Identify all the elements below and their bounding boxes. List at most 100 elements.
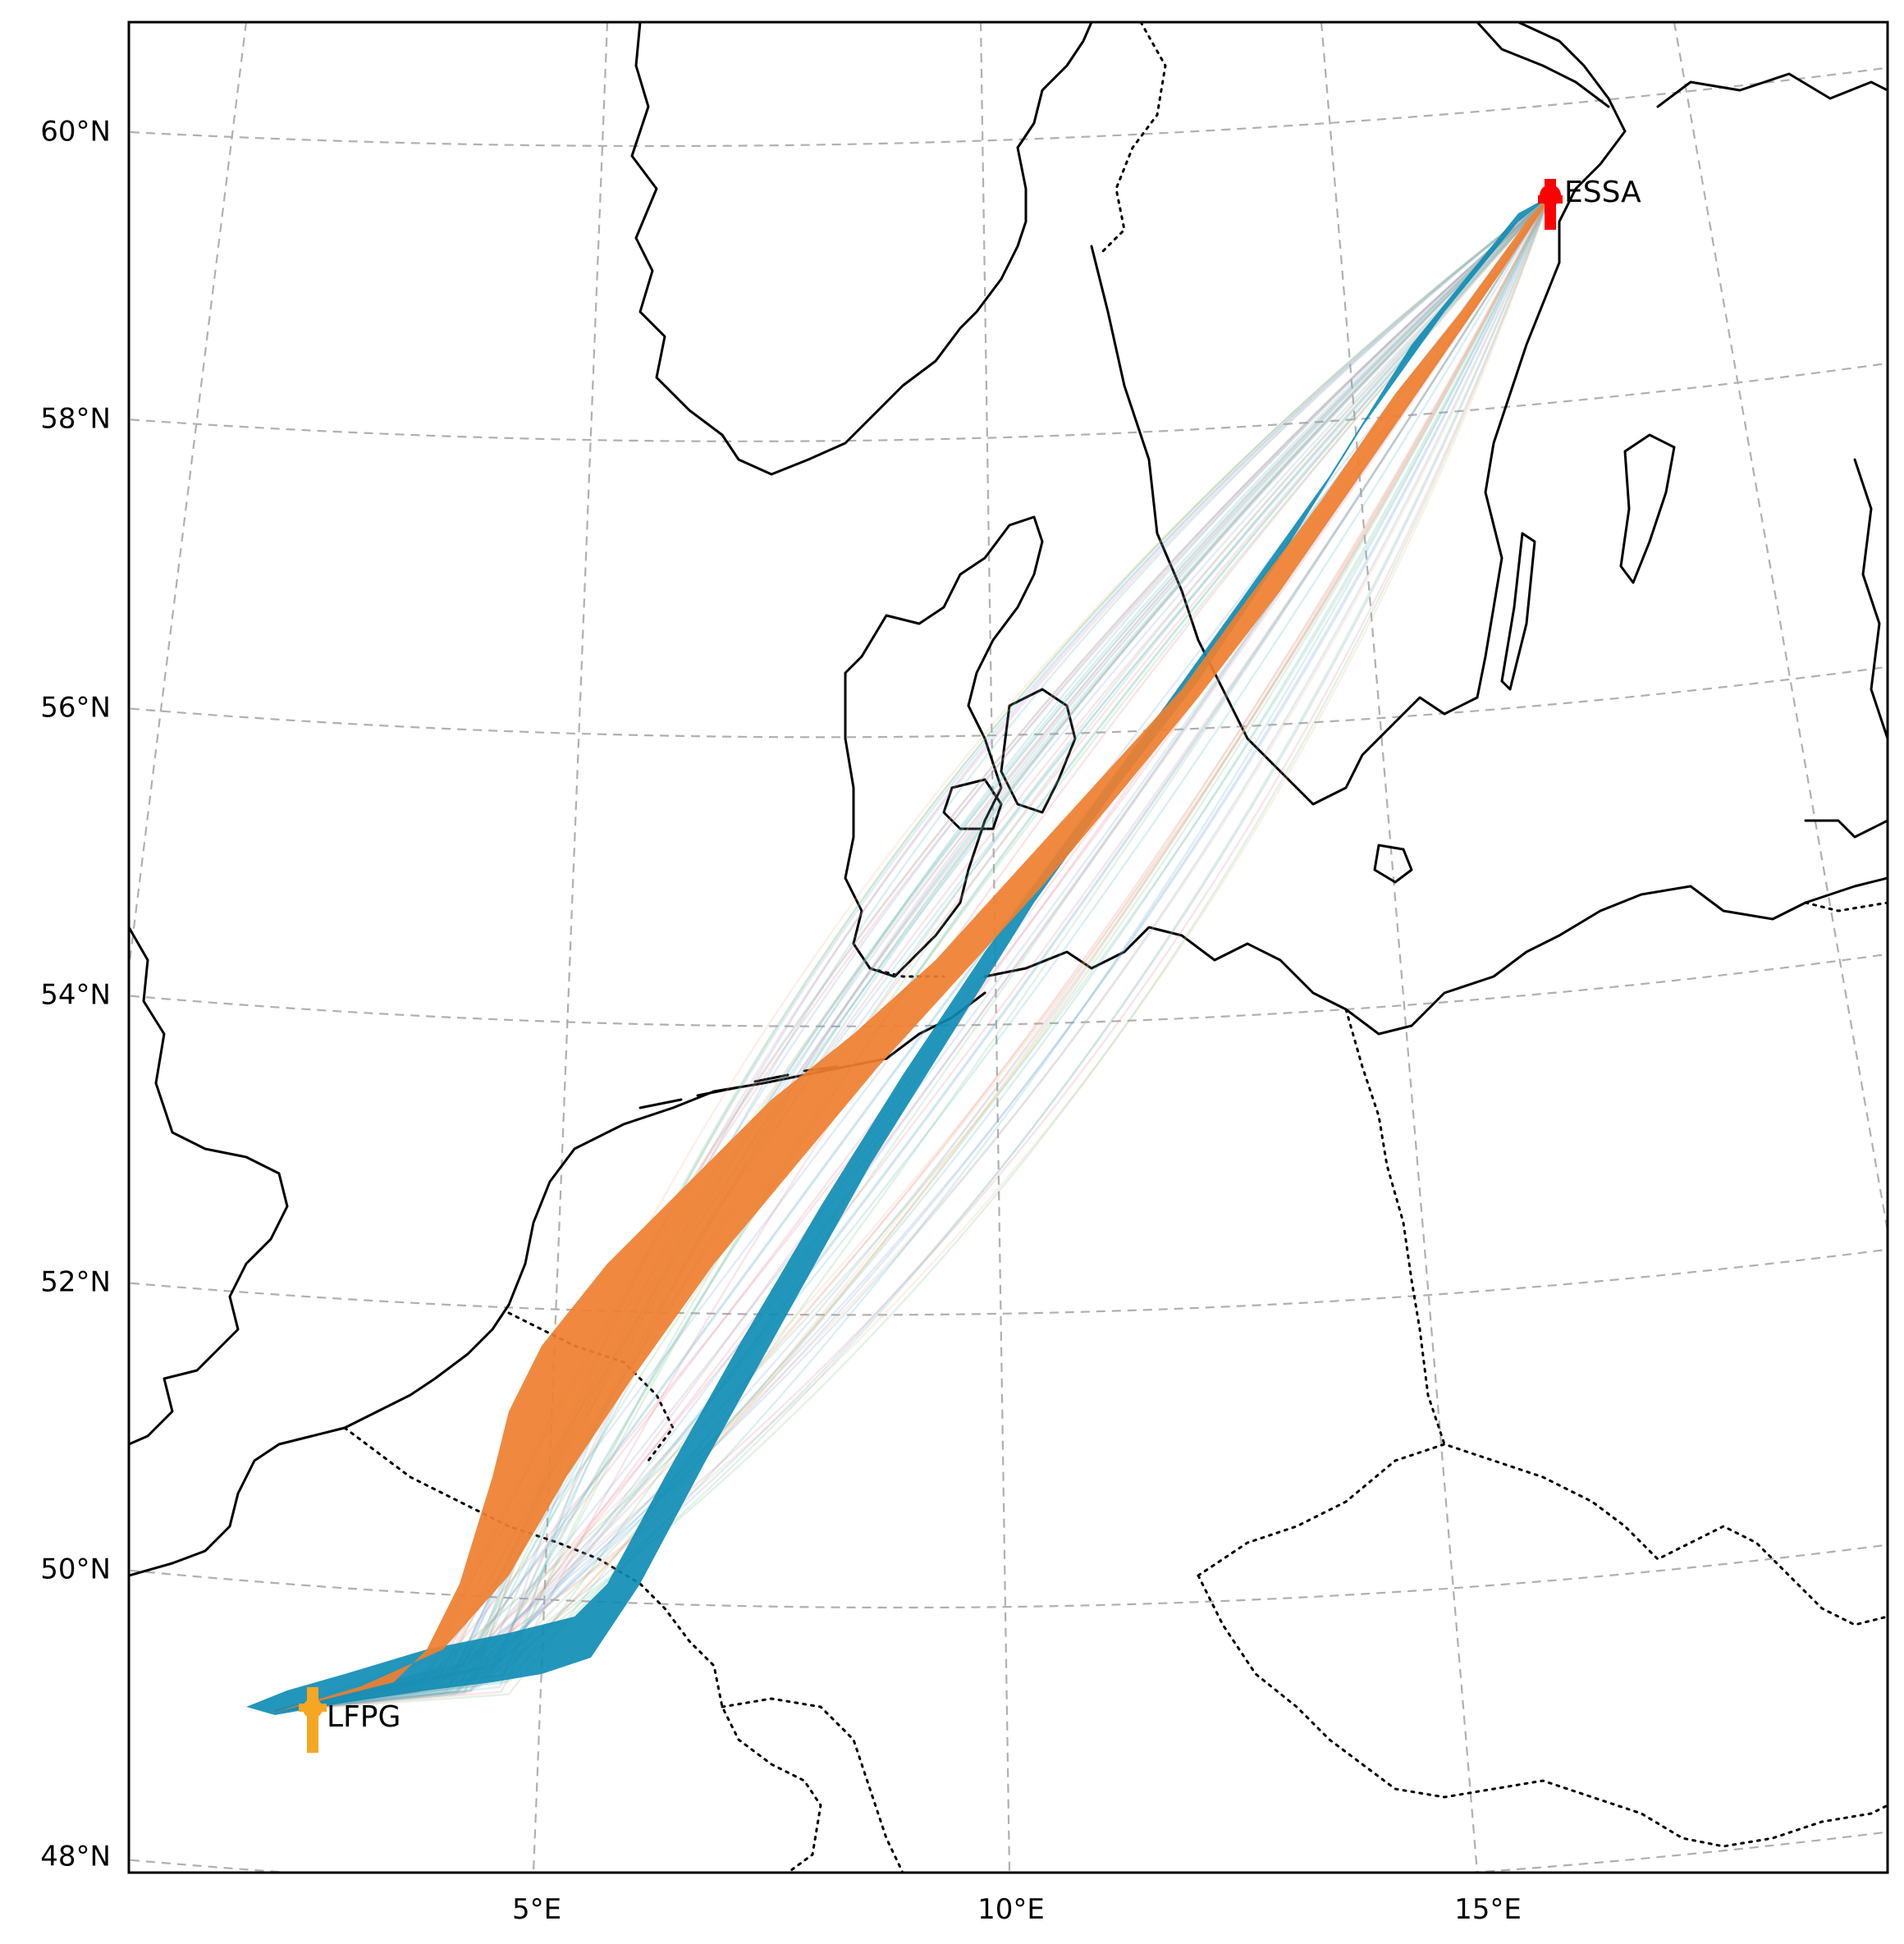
flight-track — [274, 196, 1550, 1713]
gotland — [1619, 433, 1676, 584]
parallel-52 — [129, 1248, 1888, 1316]
latitude-labels: 60°N 58°N 56°N 54°N 52°N 50°N 48°N — [40, 116, 111, 1873]
flight-track — [274, 196, 1550, 1713]
meridian-15e — [1320, 22, 1479, 1873]
flight-track — [274, 196, 1551, 1713]
lat-label-50: 50°N — [40, 1553, 111, 1586]
flight-track — [274, 196, 1551, 1713]
lon-label-10e: 10°E — [977, 1893, 1045, 1926]
flight-track — [274, 196, 1551, 1713]
funen — [942, 778, 1003, 830]
flight-track — [274, 196, 1550, 1713]
lat-label-56: 56°N — [40, 692, 111, 725]
flight-track — [274, 196, 1550, 1713]
flight-track — [274, 196, 1551, 1713]
border-norway-sweden — [1098, 22, 1167, 256]
denmark-jutland — [844, 515, 1044, 978]
parallel-60 — [129, 66, 1888, 148]
flight-track — [274, 196, 1551, 1713]
lon-label-15e: 15°E — [1454, 1893, 1522, 1926]
border-germany-france — [721, 1697, 904, 1873]
flight-track — [274, 196, 1550, 1713]
origin-airport-dot — [303, 1699, 323, 1718]
flight-track — [274, 196, 1550, 1713]
norway-coast — [630, 22, 1093, 476]
flight-track — [274, 196, 1550, 1713]
flight-track — [274, 196, 1550, 1713]
finland-coast — [1656, 72, 1888, 108]
border-poland-baltic — [1804, 901, 1888, 913]
bornholm — [1373, 844, 1413, 884]
flight-track — [274, 196, 1550, 1713]
flight-track — [274, 196, 1550, 1713]
flight-track — [274, 196, 1551, 1713]
border-germany-denmark — [868, 967, 945, 978]
flight-track — [274, 196, 1550, 1713]
flight-track — [274, 196, 1550, 1713]
frisian-islands — [638, 1065, 839, 1109]
flight-track — [274, 196, 1551, 1713]
flight-track — [274, 196, 1551, 1713]
map-frame — [127, 21, 1889, 1874]
lon-label-5e: 5°E — [512, 1893, 561, 1926]
flight-track — [274, 196, 1550, 1713]
flight-track — [274, 196, 1550, 1713]
flight-track — [274, 196, 1551, 1713]
flight-track — [274, 196, 1550, 1713]
flight-track — [274, 196, 1550, 1713]
flight-track — [274, 196, 1551, 1713]
skagerrak-norway-east — [1476, 22, 1610, 108]
lat-label-60: 60°N — [40, 116, 111, 149]
parallel-50 — [129, 1544, 1888, 1609]
graticule — [129, 22, 1888, 1873]
flight-track — [274, 196, 1550, 1713]
flight-track — [274, 196, 1551, 1713]
flight-track — [274, 196, 1551, 1713]
baltic-states-coast — [1804, 458, 1888, 839]
flight-track — [274, 196, 1550, 1713]
lat-label-54: 54°N — [40, 979, 111, 1012]
origin-airport-marker[interactable] — [299, 1687, 327, 1753]
origin-airport-label: LFPG — [327, 1700, 400, 1734]
destination-airport-marker[interactable] — [1538, 179, 1563, 230]
parallel-58 — [129, 362, 1888, 442]
flight-track — [274, 196, 1550, 1713]
destination-airport-label: ESSA — [1564, 176, 1641, 209]
flight-track — [274, 196, 1550, 1713]
oland — [1500, 532, 1536, 691]
england-east-coast — [129, 926, 289, 1446]
flight-track — [274, 196, 1551, 1713]
flight-track — [274, 196, 1550, 1713]
flight-track — [274, 196, 1550, 1713]
flight-track — [274, 196, 1550, 1713]
flight-track — [274, 196, 1550, 1713]
border-belgium-france — [343, 1426, 822, 1873]
border-germany-czech — [1197, 1443, 1888, 1626]
flight-track — [274, 196, 1551, 1713]
flight-track — [274, 196, 1551, 1713]
flight-track — [274, 196, 1550, 1713]
border-czech-austria — [1197, 1574, 1888, 1848]
flight-track — [274, 196, 1551, 1713]
coastlines — [129, 22, 1888, 1577]
flight-track — [274, 196, 1550, 1713]
north-route-flow — [271, 195, 1549, 1713]
flight-track — [274, 196, 1550, 1713]
netherlands-belgium-coast — [310, 1303, 510, 1438]
minor-flight-tracks — [274, 196, 1551, 1713]
flight-track — [274, 196, 1551, 1713]
meridian-5e — [532, 22, 609, 1873]
flight-track — [274, 196, 1550, 1713]
flight-track — [274, 196, 1550, 1713]
flight-track — [274, 196, 1551, 1713]
flight-track — [274, 196, 1550, 1713]
sweden-coast — [1090, 22, 1627, 806]
flight-track — [274, 196, 1550, 1713]
flight-track — [274, 196, 1550, 1713]
flight-track — [274, 196, 1550, 1713]
flight-track — [274, 196, 1551, 1713]
flight-track — [274, 196, 1551, 1713]
flight-track — [274, 196, 1551, 1713]
flight-track — [274, 196, 1550, 1713]
flight-track — [274, 196, 1550, 1713]
